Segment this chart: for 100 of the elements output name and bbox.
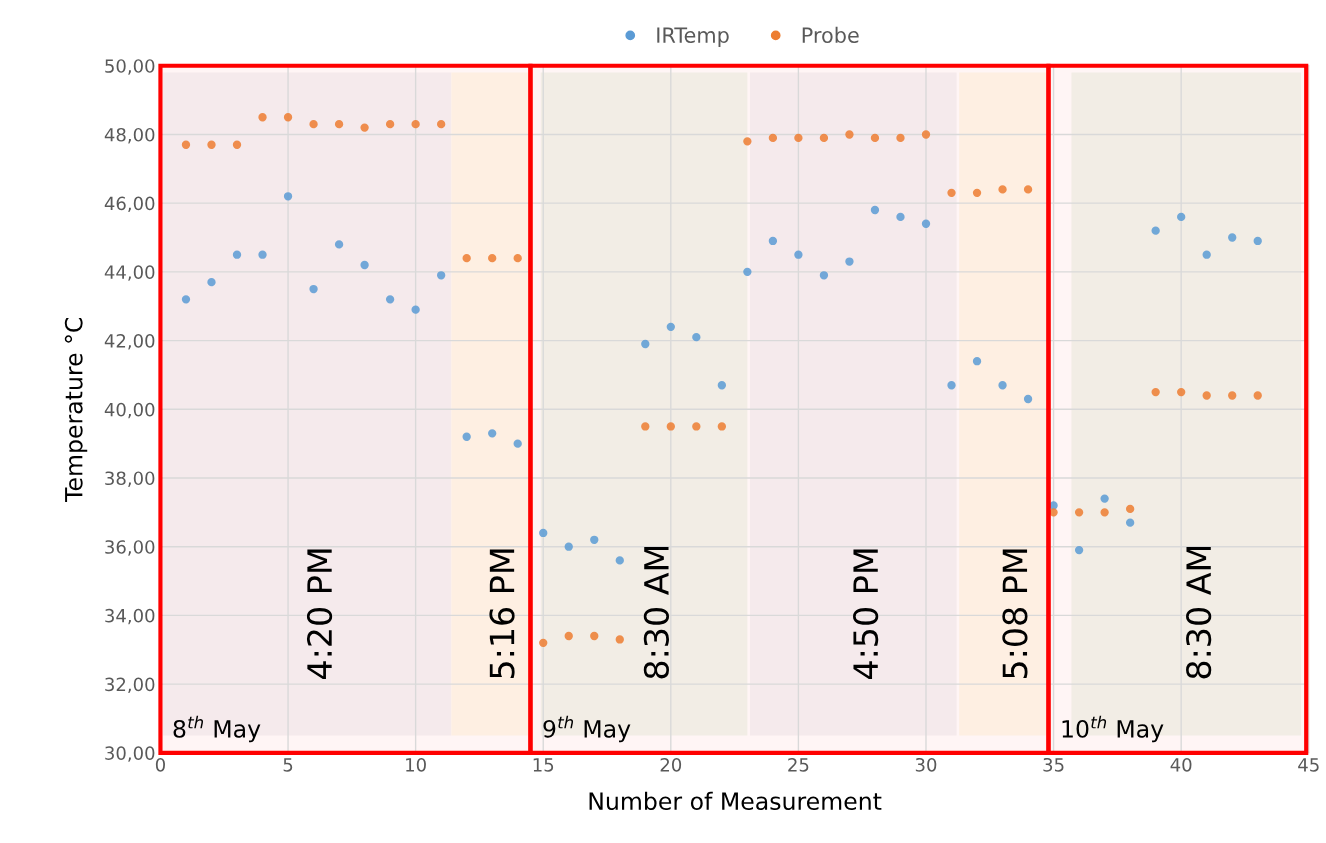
point xyxy=(768,236,778,246)
y-tick-label: 42,00 xyxy=(104,334,155,350)
point xyxy=(1023,185,1033,194)
point xyxy=(462,253,471,263)
point xyxy=(232,140,242,149)
point xyxy=(207,278,216,287)
point xyxy=(1100,494,1109,503)
y-tick-label: 44,00 xyxy=(104,265,155,281)
point xyxy=(1228,233,1237,242)
x-tick-label: 30 xyxy=(915,757,937,772)
point xyxy=(590,535,599,544)
point xyxy=(845,257,854,266)
y-tick-label: 30,00 xyxy=(105,746,155,762)
point xyxy=(615,635,624,644)
y-tick-label: 46,00 xyxy=(104,196,155,213)
point xyxy=(972,188,982,198)
point xyxy=(1074,545,1084,555)
y-tick-label: 38,00 xyxy=(105,471,155,487)
x-tick-label: 35 xyxy=(1043,757,1064,772)
y-axis-title: Temperature °C xyxy=(64,317,88,503)
point xyxy=(539,528,548,538)
point xyxy=(1125,504,1135,514)
band-label: 9$^{th}$ May xyxy=(543,715,631,743)
y-tick-label: 36,00 xyxy=(105,540,155,556)
point xyxy=(1202,250,1211,259)
point xyxy=(1177,387,1186,397)
point xyxy=(283,113,293,122)
point xyxy=(947,381,956,390)
point xyxy=(283,192,293,201)
point xyxy=(411,119,420,129)
point xyxy=(258,250,267,259)
point xyxy=(666,422,675,431)
point xyxy=(513,253,522,263)
point xyxy=(232,250,242,259)
point xyxy=(1253,391,1262,400)
y-tick-label: 48,00 xyxy=(104,127,155,144)
band-label: 8$^{th}$ May xyxy=(173,715,261,743)
point xyxy=(819,271,829,280)
point xyxy=(488,429,497,438)
point xyxy=(972,357,982,366)
y-tick-label: 50,00 xyxy=(105,59,155,75)
point xyxy=(334,119,344,129)
point xyxy=(309,119,318,129)
point xyxy=(181,140,191,149)
x-tick-label: 20 xyxy=(660,757,682,772)
x-tick-label: 10 xyxy=(406,757,426,772)
point xyxy=(385,119,395,129)
point xyxy=(539,638,548,648)
band-label: 4:20 PM xyxy=(306,549,333,680)
point xyxy=(692,332,701,342)
point xyxy=(488,253,497,263)
point xyxy=(641,422,650,431)
band-label: 8:30 AM xyxy=(643,546,669,679)
point xyxy=(794,133,803,143)
point xyxy=(947,188,956,198)
point xyxy=(1125,518,1135,527)
point xyxy=(896,133,905,143)
point xyxy=(1023,394,1033,404)
point xyxy=(1202,391,1211,400)
point xyxy=(1074,508,1084,517)
point xyxy=(743,267,752,277)
x-tick-label: 15 xyxy=(533,758,554,772)
point xyxy=(1228,391,1237,400)
point xyxy=(768,133,778,143)
point xyxy=(590,631,599,641)
band-label: 8:30 AM xyxy=(1186,546,1212,679)
point xyxy=(436,119,446,129)
point xyxy=(309,284,318,294)
legend-label: IRTemp xyxy=(657,27,729,47)
point xyxy=(921,130,931,139)
point xyxy=(258,113,267,122)
point xyxy=(462,432,471,441)
point xyxy=(921,219,931,228)
point xyxy=(870,133,880,143)
x-axis-title: Number of Measurement xyxy=(589,791,882,811)
point xyxy=(896,212,905,222)
point xyxy=(360,123,369,132)
point xyxy=(794,250,803,259)
point xyxy=(334,240,344,249)
y-tick-label: 32,00 xyxy=(105,677,155,694)
point xyxy=(998,185,1007,194)
point xyxy=(564,631,573,641)
point xyxy=(998,381,1007,390)
point xyxy=(743,137,752,146)
point xyxy=(1151,226,1160,235)
point xyxy=(385,295,395,304)
point xyxy=(870,205,880,215)
legend-label: Probe xyxy=(802,26,859,43)
band-label: 5:16 PM xyxy=(489,549,515,679)
point xyxy=(1253,236,1262,246)
x-tick-label: 5 xyxy=(283,758,293,772)
y-tick-label: 40,00 xyxy=(104,402,155,419)
point xyxy=(564,542,573,551)
point xyxy=(692,422,701,431)
point xyxy=(411,305,420,314)
x-tick-label: 40 xyxy=(1170,757,1192,772)
band-label: 4:50 PM xyxy=(853,549,879,680)
point xyxy=(641,339,650,349)
y-tick-label: 34,00 xyxy=(105,608,155,625)
x-tick-label: 25 xyxy=(788,757,809,772)
